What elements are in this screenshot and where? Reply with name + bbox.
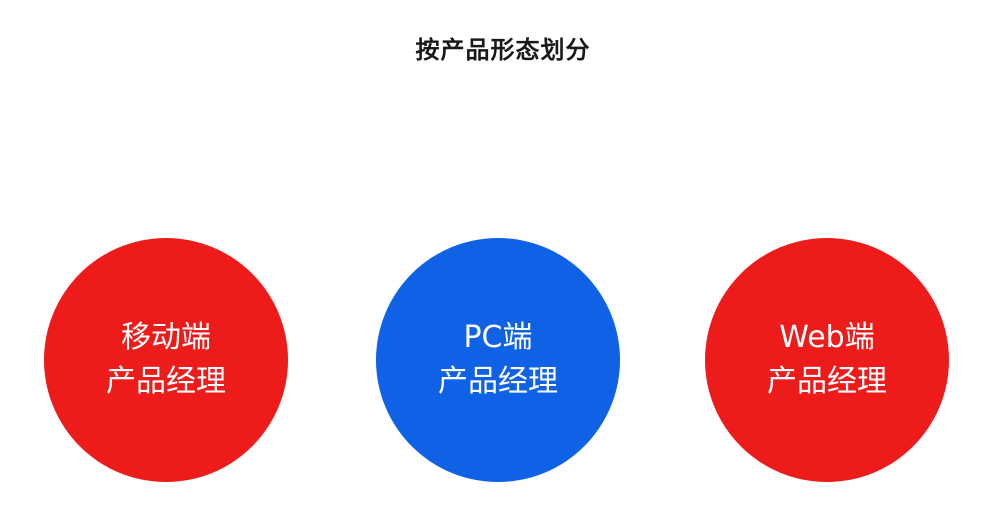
circle-web-label-line1: Web端 xyxy=(779,320,875,355)
circle-mobile-label-line1: 移动端 xyxy=(121,320,211,355)
diagram-title: 按产品形态划分 xyxy=(415,36,591,64)
circle-mobile-pm: 移动端 产品经理 xyxy=(44,238,288,482)
circle-web-label-line2: 产品经理 xyxy=(767,364,887,399)
circle-pc-label-line2: 产品经理 xyxy=(438,364,558,399)
circle-web-pm: Web端 产品经理 xyxy=(705,238,949,482)
circle-pc-pm: PC端 产品经理 xyxy=(376,238,620,482)
circle-pc-label-line1: PC端 xyxy=(463,320,533,355)
circle-mobile-label-line2: 产品经理 xyxy=(106,364,226,399)
